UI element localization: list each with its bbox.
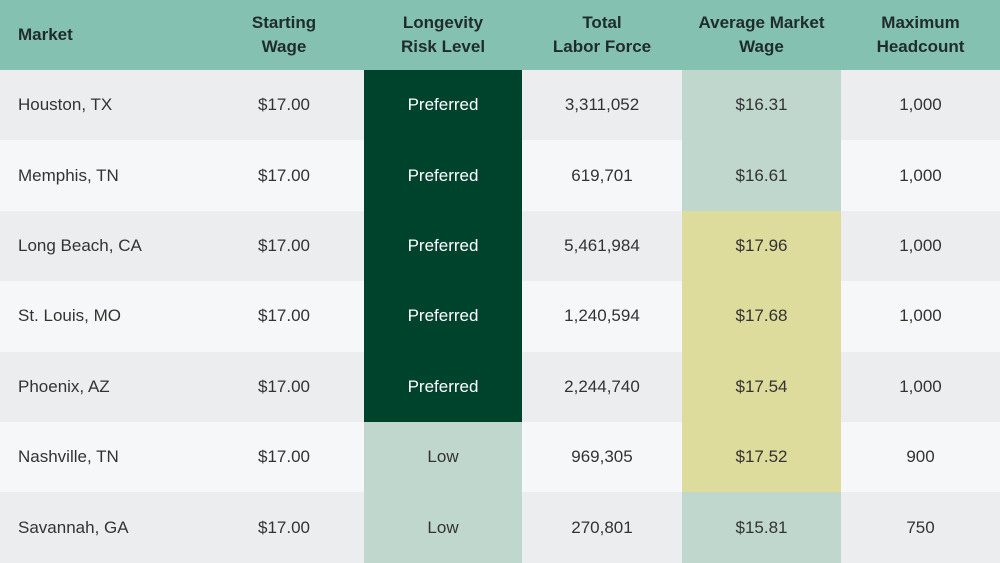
- cell-risk-level: Preferred: [364, 281, 522, 352]
- header-labor-force-line2: Labor Force: [552, 37, 652, 56]
- cell-labor-force: 969,305: [571, 447, 633, 467]
- cell-market: Savannah, GA: [18, 517, 129, 537]
- header-avg-wage: Average Market Wage: [682, 0, 841, 70]
- table-row: Phoenix, AZ $17.00 Preferred 2,244,740 $…: [0, 351, 1000, 422]
- cell-avg-wage: $17.54: [682, 351, 841, 422]
- header-row: Market Starting Wage Longevity Risk Leve…: [0, 0, 1000, 70]
- table-row: Savannah, GA $17.00 Low 270,801 $15.81 7…: [0, 492, 1000, 563]
- cell-starting-wage: $17.00: [258, 95, 310, 115]
- header-labor-force: Total Labor Force: [522, 0, 682, 70]
- header-headcount-line2: Headcount: [876, 37, 965, 56]
- cell-market: St. Louis, MO: [18, 306, 121, 326]
- cell-market: Memphis, TN: [18, 165, 119, 185]
- cell-market: Nashville, TN: [18, 447, 119, 467]
- header-starting-wage-line1: Starting: [251, 13, 317, 32]
- cell-avg-wage: $17.52: [682, 421, 841, 493]
- header-avg-wage-line1: Average Market: [698, 13, 825, 32]
- cell-headcount: 1,000: [899, 95, 942, 115]
- cell-starting-wage: $17.00: [258, 235, 310, 255]
- cell-market: Houston, TX: [18, 95, 113, 115]
- cell-avg-wage: $16.31: [682, 70, 841, 141]
- cell-labor-force: 1,240,594: [564, 306, 640, 326]
- cell-market: Phoenix, AZ: [18, 376, 110, 396]
- cell-headcount: 1,000: [899, 235, 942, 255]
- table-row: St. Louis, MO $17.00 Preferred 1,240,594…: [0, 281, 1000, 352]
- cell-headcount: 1,000: [899, 165, 942, 185]
- cell-starting-wage: $17.00: [258, 165, 310, 185]
- cell-risk-level: Preferred: [364, 70, 522, 141]
- cell-labor-force: 5,461,984: [564, 235, 640, 255]
- header-labor-force-line1: Total: [582, 13, 622, 32]
- cell-headcount: 750: [906, 517, 935, 537]
- cell-market: Long Beach, CA: [18, 235, 142, 255]
- cell-headcount: 900: [906, 447, 935, 467]
- header-risk-level-line1: Longevity: [402, 13, 484, 32]
- cell-avg-wage: $15.81: [682, 492, 841, 563]
- cell-avg-wage: $16.61: [682, 140, 841, 211]
- header-headcount: Maximum Headcount: [841, 0, 1000, 70]
- cell-starting-wage: $17.00: [258, 447, 310, 467]
- header-market: Market: [0, 0, 204, 70]
- cell-labor-force: 3,311,052: [564, 95, 640, 115]
- cell-risk-level: Low: [364, 492, 522, 563]
- cell-risk-level: Low: [364, 421, 522, 493]
- cell-headcount: 1,000: [899, 306, 942, 326]
- header-risk-level-line2: Risk Level: [400, 37, 486, 56]
- cell-headcount: 1,000: [899, 376, 942, 396]
- header-risk-level: Longevity Risk Level: [364, 0, 522, 70]
- cell-labor-force: 270,801: [571, 517, 633, 537]
- cell-starting-wage: $17.00: [258, 517, 310, 537]
- cell-avg-wage: $17.68: [682, 281, 841, 352]
- cell-avg-wage: $17.96: [682, 210, 841, 282]
- cell-starting-wage: $17.00: [258, 306, 310, 326]
- cell-labor-force: 619,701: [571, 165, 633, 185]
- header-market-line: Market: [18, 25, 73, 44]
- header-starting-wage-line2: Wage: [261, 37, 307, 56]
- cell-starting-wage: $17.00: [258, 376, 310, 396]
- cell-risk-level: Preferred: [364, 351, 522, 422]
- header-starting-wage: Starting Wage: [204, 0, 364, 70]
- table-row: Long Beach, CA $17.00 Preferred 5,461,98…: [0, 210, 1000, 282]
- cell-risk-level: Preferred: [364, 140, 522, 211]
- table-row: Nashville, TN $17.00 Low 969,305 $17.52 …: [0, 421, 1000, 493]
- cell-labor-force: 2,244,740: [564, 376, 640, 396]
- table-row: Houston, TX $17.00 Preferred 3,311,052 $…: [0, 70, 1000, 141]
- header-avg-wage-line2: Wage: [739, 37, 784, 56]
- header-headcount-line1: Maximum: [881, 13, 960, 32]
- table-row: Memphis, TN $17.00 Preferred 619,701 $16…: [0, 140, 1000, 211]
- cell-risk-level: Preferred: [364, 210, 522, 282]
